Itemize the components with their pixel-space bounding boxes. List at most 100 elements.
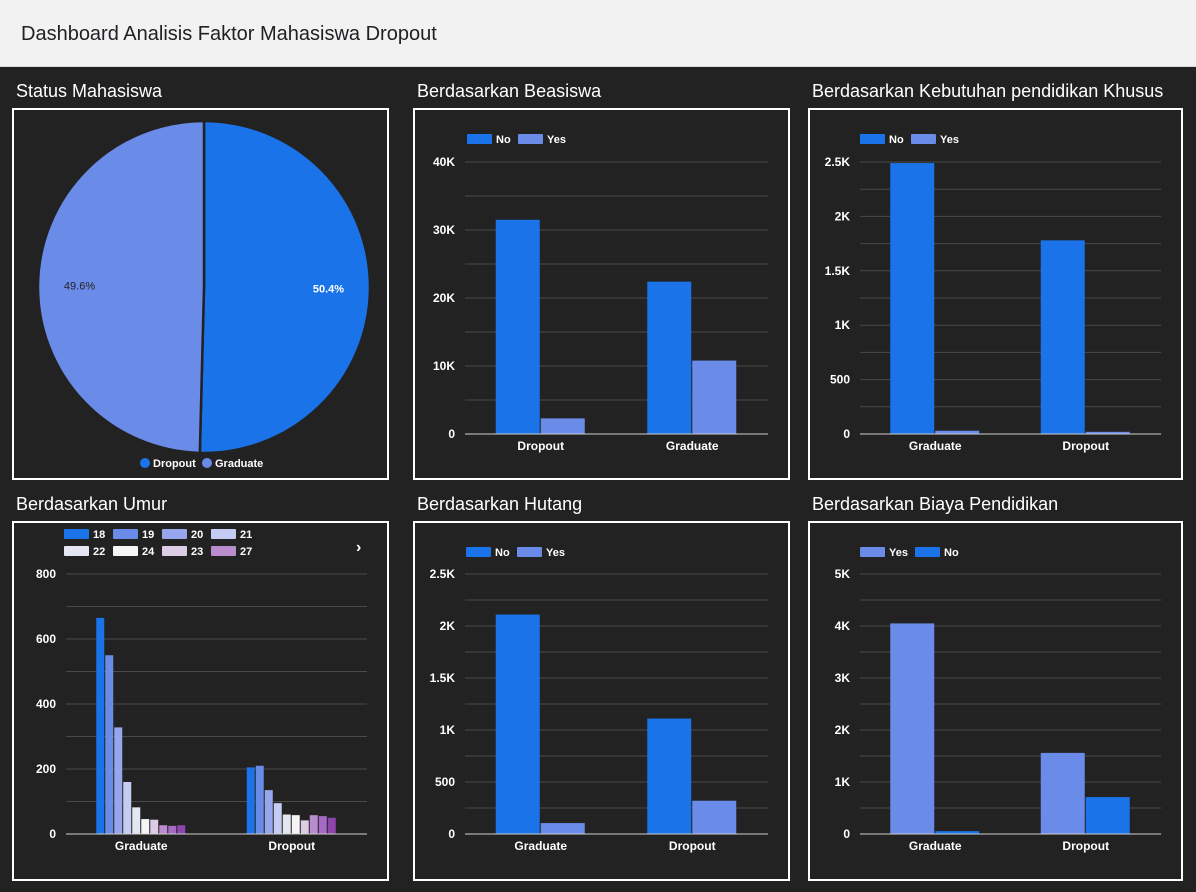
y-tick-label: 2K xyxy=(835,209,851,223)
y-tick-label: 1K xyxy=(835,318,851,332)
legend-swatch xyxy=(162,546,187,556)
x-tick-label: Dropout xyxy=(1062,839,1109,853)
bar-chart-svg: 0 1K 2K 3K 4K 5K Graduate Dropout xyxy=(835,567,1161,853)
bar-dropout-18 xyxy=(246,767,255,834)
legend-swatch xyxy=(466,547,491,557)
legend-item-23: 23 xyxy=(162,546,203,558)
legend-item-18: 18 xyxy=(64,529,105,541)
bar-dropout-27 xyxy=(309,815,318,834)
y-tick-label: 500 xyxy=(830,373,850,387)
bar-dropout-21 xyxy=(273,803,282,834)
y-tick-label: 2K xyxy=(835,723,851,737)
pie-slice-label: 50.4% xyxy=(313,284,344,296)
legend-item-Yes: Yes xyxy=(860,547,908,559)
legend-swatch xyxy=(915,547,940,557)
y-tick-label: 40K xyxy=(433,155,455,169)
legend-item-No: No xyxy=(860,134,904,146)
x-tick-label: Graduate xyxy=(666,439,719,453)
y-tick-label: 4K xyxy=(835,619,851,633)
y-tick-label: 2K xyxy=(440,619,456,633)
legend-swatch xyxy=(113,529,138,539)
biaya-chart-title: Berdasarkan Biaya Pendidikan xyxy=(812,494,1059,514)
bar-dropout-Yes xyxy=(540,418,585,434)
legend-swatch xyxy=(517,547,542,557)
y-tick-label: 600 xyxy=(36,632,56,646)
bar-chart-svg: 0 500 1K 1.5K 2K 2.5K Graduate Dropout xyxy=(825,155,1161,453)
legend-label: 23 xyxy=(191,546,204,558)
legend-swatch xyxy=(860,547,885,557)
bar-chart-svg: 0 10K 20K 30K 40K Dropout Graduate xyxy=(433,155,768,453)
legend-label: 20 xyxy=(191,529,204,541)
bar-graduate-20 xyxy=(114,727,123,834)
bar-graduate-other xyxy=(177,825,186,834)
bar-graduate-19 xyxy=(105,655,114,834)
legend-swatch xyxy=(467,134,492,144)
hutang-chart-title: Berdasarkan Hutang xyxy=(417,494,583,514)
y-tick-label: 30K xyxy=(433,223,455,237)
x-tick-label: Graduate xyxy=(909,439,962,453)
legend-item-Yes: Yes xyxy=(911,134,959,146)
legend-swatch xyxy=(211,529,236,539)
bar-dropout-other xyxy=(327,817,336,834)
legend-swatch xyxy=(211,546,236,556)
biaya-bar-panel: 0 1K 2K 3K 4K 5K Graduate Dropout Yes No xyxy=(808,521,1183,881)
legend-swatch xyxy=(518,134,543,144)
bar-graduate-21 xyxy=(123,782,132,834)
y-tick-label: 2.5K xyxy=(430,567,456,581)
legend-item-No: No xyxy=(915,547,959,559)
legend-item-21: 21 xyxy=(211,529,252,541)
legend-item-22: 22 xyxy=(64,546,105,558)
legend-item-24: 24 xyxy=(113,546,154,558)
bar-graduate-23 xyxy=(150,819,159,834)
y-tick-label: 400 xyxy=(36,697,56,711)
bar-chart-svg: 0 500 1K 1.5K 2K 2.5K Graduate Dropout xyxy=(430,567,768,853)
legend-swatch xyxy=(911,134,936,144)
bar-graduate-No xyxy=(495,614,540,834)
x-tick-label: Dropout xyxy=(517,439,564,453)
bar-dropout-No xyxy=(1085,797,1130,834)
bar-dropout-22 xyxy=(282,814,291,834)
legend-swatch xyxy=(64,529,89,539)
legend-item-Yes: Yes xyxy=(517,547,565,559)
beasiswa-chart-title: Berdasarkan Beasiswa xyxy=(417,81,602,101)
legend-next-chevron-icon[interactable]: › xyxy=(356,539,362,556)
bar-dropout-Yes xyxy=(1040,752,1085,834)
bar-dropout-23 xyxy=(300,820,309,834)
legend-dot xyxy=(202,458,212,468)
legend-item-No: No xyxy=(466,547,510,559)
pie-slice-graduate xyxy=(36,119,206,455)
bar-dropout-Yes xyxy=(692,800,737,834)
bar-graduate-22 xyxy=(132,807,141,834)
legend-label: Yes xyxy=(889,547,908,559)
bar-dropout-No xyxy=(495,219,540,434)
legend-swatch xyxy=(860,134,885,144)
legend-swatch xyxy=(113,546,138,556)
legend-item-20: 20 xyxy=(162,529,203,541)
bar-dropout-No xyxy=(1040,240,1085,434)
legend-swatch xyxy=(64,546,89,556)
dashboard-header: Dashboard Analisis Faktor Mahasiswa Drop… xyxy=(0,0,1196,67)
x-tick-label: Graduate xyxy=(514,839,567,853)
legend-label: No xyxy=(944,547,959,559)
y-tick-label: 500 xyxy=(435,775,455,789)
status-pie-svg: 50.4% 49.6% xyxy=(36,119,372,455)
legend-item-dropout: Dropout xyxy=(140,458,196,470)
y-tick-label: 0 xyxy=(448,827,455,841)
legend-dot xyxy=(140,458,150,468)
legend-label: Yes xyxy=(940,134,959,146)
legend-label: Yes xyxy=(546,547,565,559)
x-tick-label: Graduate xyxy=(115,839,168,853)
bar-dropout-20 xyxy=(264,790,273,834)
bar-dropout-other xyxy=(318,816,327,834)
bar-graduate-Yes xyxy=(692,360,737,434)
x-tick-label: Dropout xyxy=(669,839,716,853)
y-tick-label: 10K xyxy=(433,359,455,373)
legend-label: Dropout xyxy=(153,458,196,470)
y-tick-label: 2.5K xyxy=(825,155,851,169)
bar-dropout-19 xyxy=(255,765,264,834)
y-tick-label: 3K xyxy=(835,671,851,685)
pie-slice-dropout xyxy=(198,119,372,455)
y-tick-label: 1K xyxy=(440,723,456,737)
legend-label: No xyxy=(495,547,510,559)
y-tick-label: 0 xyxy=(448,427,455,441)
